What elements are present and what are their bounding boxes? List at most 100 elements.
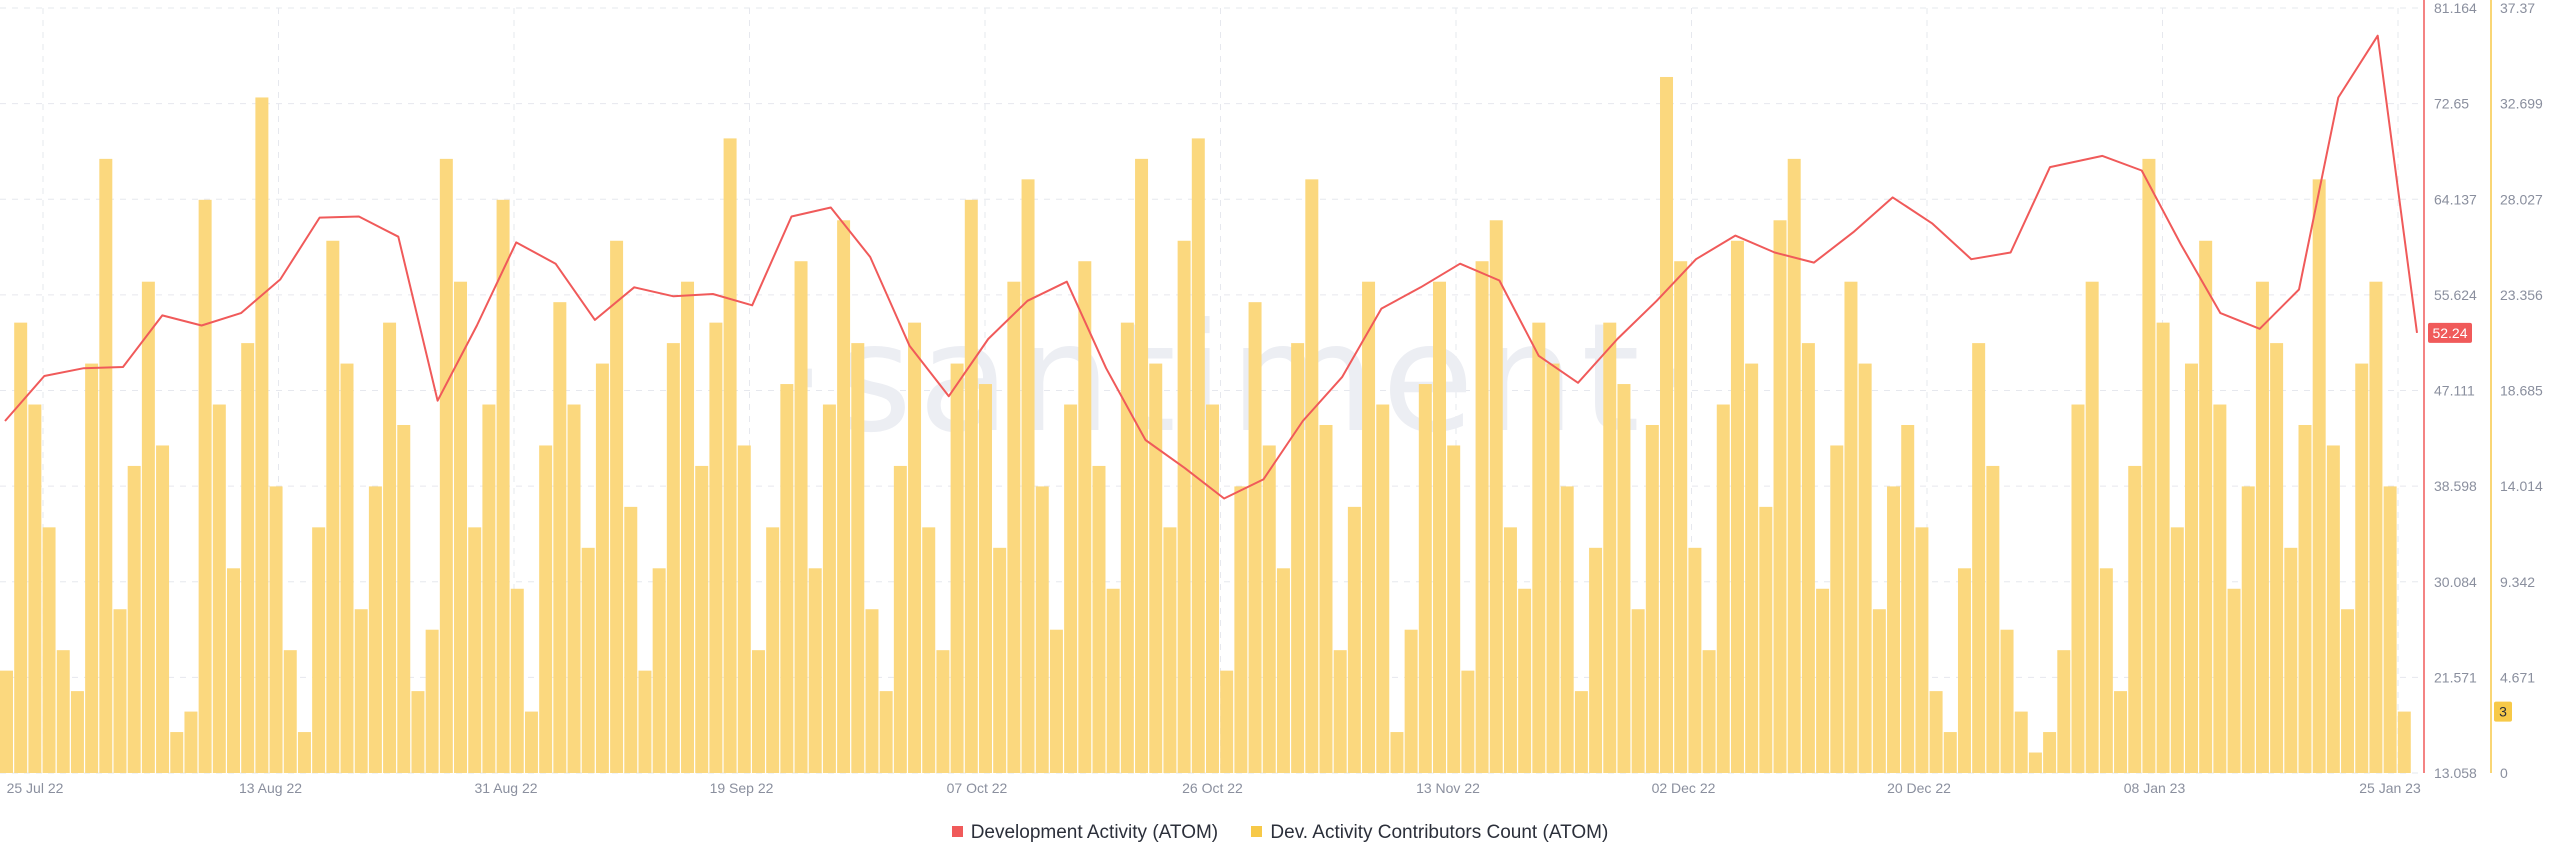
contributors-bar <box>2085 281 2099 773</box>
last-value-badges: 52.24 3 <box>2428 322 2512 722</box>
contributors-bar <box>865 609 879 773</box>
x-axis-tick-label: 25 Jul 22 <box>7 780 64 796</box>
x-axis-tick-label: 20 Dec 22 <box>1887 780 1951 796</box>
contributors-bar <box>666 343 680 773</box>
contributors-bar <box>1418 384 1432 773</box>
contributors-bar <box>2312 179 2326 773</box>
contributors-bar <box>1333 650 1347 773</box>
contributors-bar <box>1943 732 1957 773</box>
contributors-bar <box>1206 404 1219 773</box>
contributors-bar <box>2369 281 2383 773</box>
contributors-bar <box>411 691 425 773</box>
contributors-bar <box>1560 486 1574 773</box>
contributors-bar <box>539 445 553 773</box>
contributors-bar <box>56 650 70 773</box>
contributors-bar <box>1433 281 1446 773</box>
contributors-bar <box>837 220 851 773</box>
y-axis-right-tick-label: 9.342 <box>2500 574 2535 590</box>
contributors-bar <box>1078 261 1092 773</box>
dev-activity-last-value-text: 52.24 <box>2432 325 2467 341</box>
contributors-bar <box>184 711 198 773</box>
contributors-bar <box>1716 404 1730 773</box>
contributors-bar <box>595 363 609 773</box>
y-axis-left-tick-label: 64.137 <box>2434 191 2477 207</box>
contributors-bar <box>1674 261 1688 773</box>
contributors-bar <box>2326 445 2340 773</box>
contributors-bar <box>2128 465 2142 773</box>
y-axis-right-ticks: 37.37 32.699 28.027 23.356 18.685 14.014 9.342… <box>2500 0 2543 781</box>
contributors-bar <box>1149 363 1163 773</box>
contributors-bar <box>2199 240 2213 773</box>
contributors-bar <box>1858 363 1872 773</box>
contributors-bar <box>156 445 170 773</box>
y-axis-right-tick-label: 14.014 <box>2500 478 2543 494</box>
contributors-bar <box>1645 424 1659 773</box>
contributors-bar <box>1035 486 1049 773</box>
contributors-bar <box>1745 363 1759 773</box>
x-axis-tick-label: 08 Jan 23 <box>2124 780 2186 796</box>
legend-item-contributors[interactable]: Dev. Activity Contributors Count (ATOM) <box>1251 822 1608 844</box>
contributors-bar <box>2099 568 2113 773</box>
contributors-bar <box>1901 424 1915 773</box>
contributors-bar <box>737 445 751 773</box>
contributors-bar <box>1773 220 1787 773</box>
y-axis-left-tick-label: 21.571 <box>2434 669 2477 685</box>
contributors-bar <box>1007 281 1021 773</box>
contributors-bar <box>1291 343 1305 773</box>
contributors-bar <box>1376 404 1390 773</box>
contributors-bar <box>2241 486 2255 773</box>
contributors-bar <box>1503 527 1517 773</box>
contributors-bar <box>2355 363 2369 773</box>
contributors-bar <box>553 302 567 773</box>
contributors-bar <box>2255 281 2269 773</box>
contributors-bar <box>1915 527 1929 773</box>
y-axis-right-tick-label: 18.685 <box>2500 383 2543 399</box>
contributors-bar <box>198 199 212 773</box>
contributors-bar <box>212 404 226 773</box>
contributors-bar <box>2043 732 2057 773</box>
legend: Development Activity (ATOM) Dev. Activit… <box>0 822 2560 844</box>
contributors-bar <box>2270 343 2284 773</box>
contributors-bar <box>936 650 950 773</box>
contributors-bar <box>1404 629 1418 773</box>
contributors-bar <box>1163 527 1177 773</box>
contributors-bar <box>1475 261 1489 773</box>
contributors-bar <box>312 527 326 773</box>
contributors-bar <box>2142 158 2156 773</box>
legend-swatch-contributors <box>1251 826 1263 837</box>
contributors-bar <box>454 281 468 773</box>
contributors-bar <box>2057 650 2071 773</box>
contributors-bar <box>1532 322 1546 773</box>
x-axis-tick-label: 19 Sep 22 <box>710 780 774 796</box>
contributors-bar <box>610 240 624 773</box>
contributors-bar <box>1362 281 1376 773</box>
contributors-bar <box>241 343 255 773</box>
contributors-bar <box>1787 158 1801 773</box>
contributors-bar <box>1957 568 1971 773</box>
contributors-bar <box>14 322 28 773</box>
x-axis-tick-label: 13 Nov 22 <box>1416 780 1480 796</box>
x-axis-tick-label: 02 Dec 22 <box>1652 780 1716 796</box>
contributors-bar <box>1759 506 1773 773</box>
contributors-bar <box>28 404 42 773</box>
contributors-bar <box>581 547 595 773</box>
x-axis-tick-label: 31 Aug 22 <box>474 780 537 796</box>
y-axis-right-tick-label: 0 <box>2500 765 2508 781</box>
y-axis-left-tick-label: 81.164 <box>2434 0 2477 16</box>
contributors-bar <box>1518 588 1532 773</box>
contributors-bar <box>2227 588 2241 773</box>
y-axis-left-tick-label: 55.624 <box>2434 287 2477 303</box>
legend-label-dev-activity: Development Activity (ATOM) <box>970 822 1219 843</box>
legend-item-dev-activity[interactable]: Development Activity (ATOM) <box>951 822 1219 844</box>
contributors-bar <box>170 732 184 773</box>
contributors-bar <box>368 486 382 773</box>
contributors-bar <box>510 588 524 773</box>
contributors-bar <box>2397 711 2411 773</box>
contributors-bar <box>2114 691 2128 773</box>
contributors-bar <box>751 650 765 773</box>
contributors-bar <box>780 384 794 773</box>
contributors-bar <box>624 506 638 773</box>
contributors-bar <box>695 465 709 773</box>
contributors-bar <box>709 322 723 773</box>
contributors-bar <box>2071 404 2085 773</box>
